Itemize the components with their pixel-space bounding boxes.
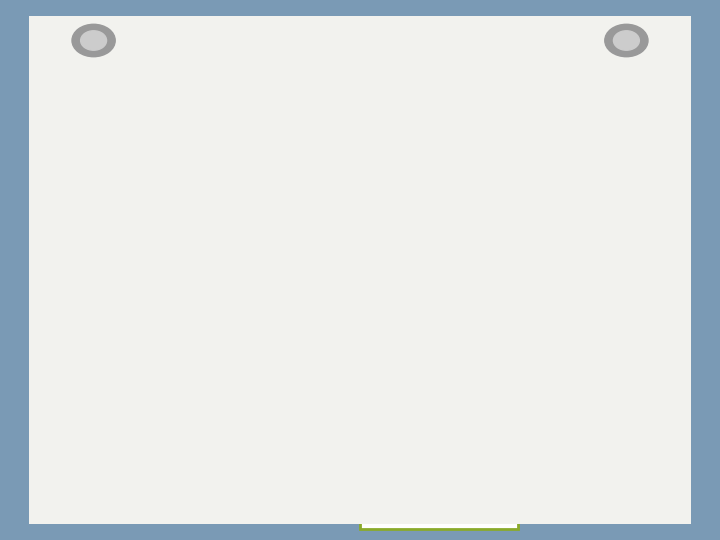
Text: Grade 8B
Using Diglot Weave
Technique: Grade 8B Using Diglot Weave Technique <box>321 342 456 393</box>
FancyBboxPatch shape <box>50 108 209 238</box>
Text: Pre-Test: Pre-Test <box>495 268 549 282</box>
FancyBboxPatch shape <box>360 432 518 481</box>
FancyBboxPatch shape <box>490 313 648 421</box>
Text: Pilot Test at
SMPN 3 Parongpong
Grade 9: Pilot Test at SMPN 3 Parongpong Grade 9 <box>60 147 199 198</box>
FancyBboxPatch shape <box>310 324 468 410</box>
Text: RESULT: RESULT <box>410 503 468 518</box>
Text: Grade 8C
Using Student
Team
Achievement
Division: Grade 8C Using Student Team Achievement … <box>522 327 616 408</box>
Text: Post-test: Post-test <box>409 449 469 463</box>
FancyBboxPatch shape <box>230 108 410 238</box>
FancyBboxPatch shape <box>432 248 612 302</box>
Text: Conceptual Framework: Conceptual Framework <box>159 40 590 73</box>
Text: SAMPLE = Grade 8
SMPN 1 Parongpong: SAMPLE = Grade 8 SMPN 1 Parongpong <box>452 146 592 178</box>
FancyBboxPatch shape <box>360 491 518 529</box>
FancyBboxPatch shape <box>432 108 612 216</box>
Text: POPULATION = Grade
8

SMPN 1 Parongpong: POPULATION = Grade 8 SMPN 1 Parongpong <box>245 138 396 207</box>
